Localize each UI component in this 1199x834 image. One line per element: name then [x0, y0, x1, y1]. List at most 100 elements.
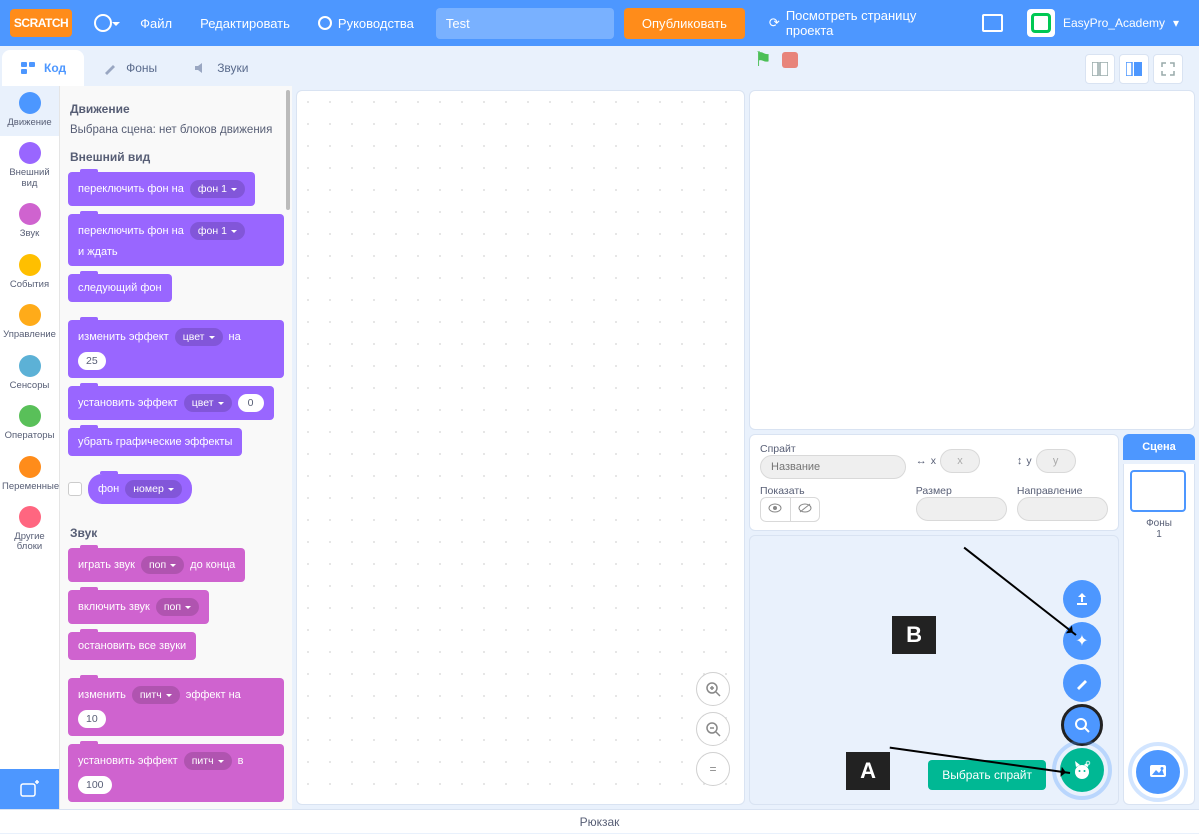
- x-input[interactable]: x: [940, 449, 980, 473]
- block-stop-all-sounds[interactable]: остановить все звуки: [68, 632, 196, 660]
- stop-button[interactable]: [782, 52, 798, 68]
- block-clear-effects[interactable]: убрать графические эффекты: [68, 428, 242, 456]
- chevron-down-icon: [166, 694, 172, 700]
- number-input[interactable]: 10: [78, 710, 106, 728]
- block-label: переключить фон на: [78, 183, 184, 195]
- category-звук[interactable]: Звук: [0, 197, 59, 247]
- dropdown-sound[interactable]: поп: [156, 598, 199, 616]
- category-color-dot: [19, 456, 41, 478]
- block-switch-backdrop-wait[interactable]: переключить фон на фон 1 и ждать: [68, 214, 284, 266]
- view-project-page-button[interactable]: ⟳Посмотреть страницу проекта: [755, 0, 965, 46]
- upload-sprite-button[interactable]: [1063, 580, 1101, 618]
- visibility-toggle[interactable]: [760, 497, 820, 522]
- stage-large-button[interactable]: [1119, 54, 1149, 84]
- publish-button[interactable]: Опубликовать: [624, 8, 745, 39]
- size-label: Размер: [916, 485, 1007, 497]
- zoom-out-button[interactable]: [696, 712, 730, 746]
- number-input[interactable]: 100: [78, 776, 112, 794]
- search-sprite-button[interactable]: [1063, 706, 1101, 744]
- category-движение[interactable]: Движение: [0, 86, 59, 136]
- paint-sprite-button[interactable]: [1063, 664, 1101, 702]
- code-workspace[interactable]: =: [296, 90, 745, 805]
- zoom-reset-button[interactable]: =: [696, 752, 730, 786]
- reporter-checkbox[interactable]: [68, 482, 82, 496]
- category-переменные[interactable]: Переменные: [0, 450, 59, 500]
- dropdown-effect[interactable]: цвет: [184, 394, 232, 412]
- stage-selector[interactable]: Фоны 1: [1123, 464, 1195, 805]
- tutorials-button[interactable]: Руководства: [306, 0, 426, 46]
- block-switch-backdrop[interactable]: переключить фон на фон 1: [68, 172, 255, 206]
- dropdown-effect[interactable]: цвет: [175, 328, 223, 346]
- code-icon: [20, 60, 36, 76]
- dropdown-pitch[interactable]: питч: [184, 752, 232, 770]
- block-change-pitch[interactable]: изменить питч эффект на 10: [68, 678, 284, 736]
- block-label: в: [238, 755, 244, 767]
- dropdown-backdrop-reporter[interactable]: номер: [125, 480, 182, 498]
- account-menu[interactable]: EasyPro_Academy ▾: [1017, 9, 1189, 37]
- stage-selector-header[interactable]: Сцена: [1123, 434, 1195, 460]
- dropdown-backdrop[interactable]: фон 1: [190, 222, 245, 240]
- category-внешний-вид[interactable]: Внешний вид: [0, 136, 59, 197]
- stage[interactable]: ⚑: [749, 90, 1195, 430]
- block-set-pitch[interactable]: установить эффект питч в 100: [68, 744, 284, 802]
- number-input[interactable]: 0: [238, 394, 264, 412]
- block-change-effect[interactable]: изменить эффект цвет на 25: [68, 320, 284, 378]
- sprite-list[interactable]: Выбрать спрайт ✦ B A: [749, 535, 1119, 805]
- block-palette[interactable]: Движение Выбрана сцена: нет блоков движе…: [60, 86, 292, 809]
- direction-input[interactable]: [1017, 497, 1108, 521]
- stage-small-button[interactable]: [1085, 54, 1115, 84]
- brush-icon: [102, 60, 118, 76]
- add-extension-button[interactable]: [0, 769, 60, 809]
- dropdown-backdrop[interactable]: фон 1: [190, 180, 245, 198]
- category-другие-блоки[interactable]: Другие блоки: [0, 500, 59, 561]
- show-label: Показать: [760, 485, 906, 497]
- motion-stage-message: Выбрана сцена: нет блоков движения: [70, 124, 284, 136]
- scratch-logo[interactable]: SCRATCH: [10, 9, 72, 37]
- project-title-input[interactable]: [436, 8, 614, 39]
- backdrop-thumbnail[interactable]: [1130, 470, 1186, 512]
- username-label: EasyPro_Academy: [1063, 16, 1165, 30]
- fullscreen-button[interactable]: [1153, 54, 1183, 84]
- tab-code[interactable]: Код: [2, 50, 84, 86]
- block-label: на: [229, 331, 241, 343]
- palette-scrollbar[interactable]: [286, 90, 290, 210]
- file-menu[interactable]: Файл: [128, 0, 184, 46]
- green-flag-button[interactable]: ⚑: [754, 47, 772, 72]
- category-события[interactable]: События: [0, 248, 59, 298]
- tab-sounds[interactable]: Звуки: [175, 50, 266, 86]
- size-input[interactable]: [916, 497, 1007, 521]
- category-операторы[interactable]: Операторы: [0, 399, 59, 449]
- my-stuff-icon[interactable]: [982, 14, 1002, 32]
- block-start-sound[interactable]: включить звук поп: [68, 590, 209, 624]
- backdrops-count: 1: [1130, 529, 1188, 540]
- search-icon: [1074, 717, 1090, 733]
- block-next-backdrop[interactable]: следующий фон: [68, 274, 172, 302]
- y-input[interactable]: y: [1036, 449, 1076, 473]
- block-play-sound-until-done[interactable]: играть звук поп до конца: [68, 548, 245, 582]
- choose-backdrop-button[interactable]: [1136, 750, 1180, 794]
- sprite-name-input[interactable]: [760, 455, 906, 479]
- tab-costumes[interactable]: Фоны: [84, 50, 175, 86]
- tab-sounds-label: Звуки: [217, 61, 248, 75]
- block-backdrop-reporter[interactable]: фон номер: [88, 474, 192, 504]
- sprite-add-menu: ✦: [1060, 580, 1104, 792]
- edit-menu[interactable]: Редактировать: [188, 0, 302, 46]
- refresh-icon: ⟳: [769, 15, 780, 31]
- equals-icon: =: [709, 762, 716, 776]
- block-label: фон: [98, 483, 119, 495]
- hide-button[interactable]: [791, 498, 820, 521]
- chevron-down-icon: [185, 606, 191, 612]
- language-menu[interactable]: [82, 0, 124, 46]
- category-color-dot: [19, 405, 41, 427]
- zoom-in-button[interactable]: [696, 672, 730, 706]
- dropdown-pitch[interactable]: питч: [132, 686, 180, 704]
- number-input[interactable]: 25: [78, 352, 106, 370]
- block-set-effect[interactable]: установить эффект цвет 0: [68, 386, 274, 420]
- motion-category-header: Движение: [70, 102, 284, 116]
- category-сенсоры[interactable]: Сенсоры: [0, 349, 59, 399]
- show-button[interactable]: [761, 498, 791, 521]
- dropdown-sound[interactable]: поп: [141, 556, 184, 574]
- category-управление[interactable]: Управление: [0, 298, 59, 348]
- backpack-header[interactable]: Рюкзак: [0, 809, 1199, 833]
- stage-selector-column: Сцена Фоны 1: [1123, 434, 1195, 805]
